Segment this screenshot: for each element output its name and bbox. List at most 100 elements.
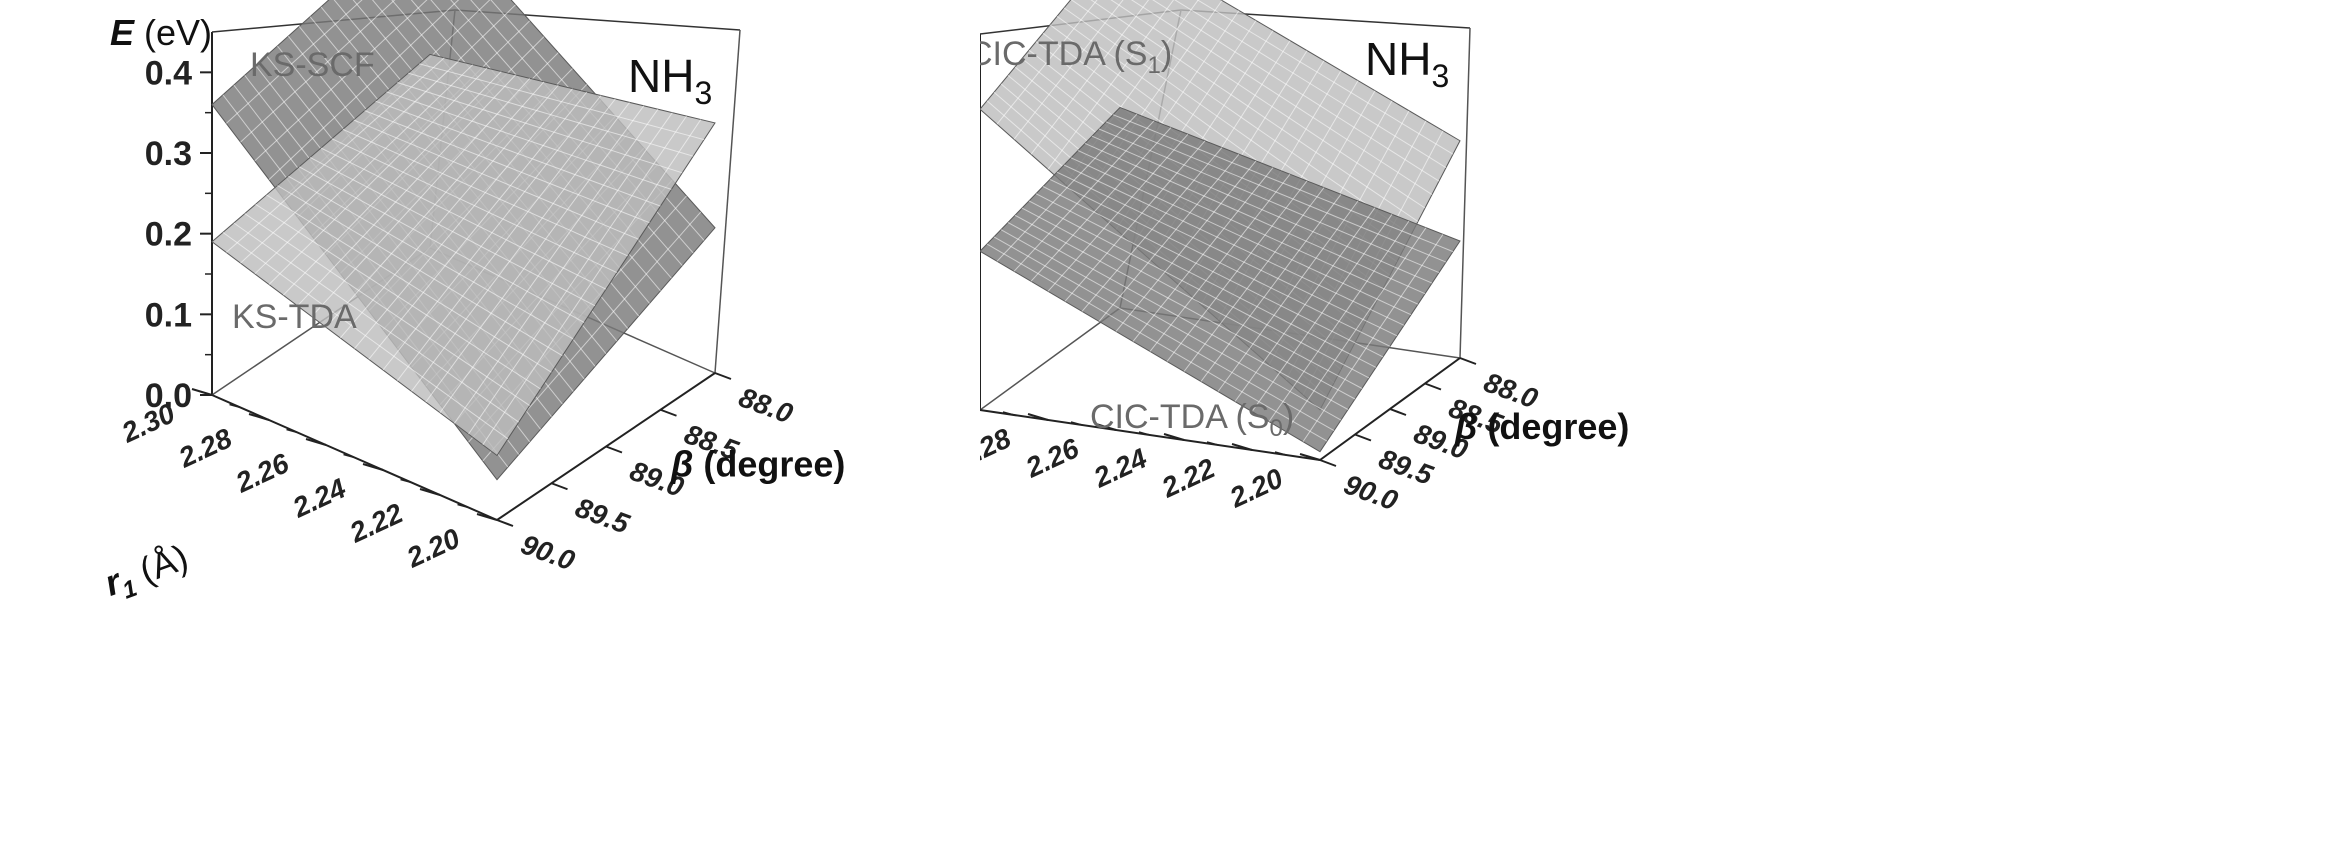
mesh-line xyxy=(425,105,645,403)
surface-2 xyxy=(211,53,716,457)
beta-tick xyxy=(496,519,514,527)
mesh-line xyxy=(1166,180,1308,362)
mesh-line xyxy=(1234,207,1376,402)
r-axis-label: r1 (Å) xyxy=(980,517,988,590)
r-minor-tick xyxy=(1070,421,1083,426)
mesh-line xyxy=(1112,114,1454,253)
surface-label-1: CIC-TDA (S1) xyxy=(980,35,1172,79)
r-tick xyxy=(305,438,327,446)
r-minor-tick xyxy=(457,503,469,509)
mesh-line xyxy=(1084,142,1426,295)
mesh-line xyxy=(1049,178,1391,347)
beta-tick-label: 90.0 xyxy=(517,529,579,577)
r-minor-tick xyxy=(286,428,298,434)
mesh-line xyxy=(1110,0,1426,209)
right-panel-plot: 0.00.10.20.30.42.302.282.262.242.222.208… xyxy=(980,0,1629,590)
mesh-line xyxy=(1174,0,1447,169)
mesh-line xyxy=(411,102,630,392)
mesh-line xyxy=(396,98,616,382)
r-axis-label: r1 (Å) xyxy=(99,536,195,609)
mesh-line xyxy=(1285,227,1427,432)
mesh-line xyxy=(468,115,687,435)
r-minor-tick xyxy=(1206,441,1219,446)
r-tick xyxy=(248,413,270,421)
r-tick-label: 2.26 xyxy=(1020,432,1084,484)
surface-fill-2 xyxy=(980,106,1461,453)
mesh-line xyxy=(408,72,694,157)
mesh-line xyxy=(1268,220,1410,422)
r-tick xyxy=(1299,453,1321,461)
beta-axis-label: β (degree) xyxy=(670,444,845,485)
mesh-line xyxy=(1090,0,1419,222)
r-tick-label: 2.20 xyxy=(401,522,465,574)
mesh-line xyxy=(368,91,588,360)
mesh-line xyxy=(1105,121,1447,263)
beta-tick xyxy=(660,408,677,417)
r-tick xyxy=(419,488,441,496)
r-tick xyxy=(1027,413,1049,421)
r-tick xyxy=(1163,433,1185,441)
box-right-edge xyxy=(714,29,741,374)
r-tick-label: 2.24 xyxy=(287,472,351,524)
beta-tick xyxy=(1459,357,1477,365)
r-tick-label: 2.22 xyxy=(1156,452,1220,504)
beta-tick xyxy=(1424,382,1442,391)
mesh-line xyxy=(453,112,673,424)
r-minor-tick xyxy=(343,453,355,459)
surface-label-2: CIC-TDA (S0) xyxy=(1090,398,1294,442)
r-tick xyxy=(476,513,498,521)
mesh-line xyxy=(331,138,618,274)
mesh-line xyxy=(1130,0,1433,196)
mesh-line xyxy=(353,119,639,240)
r-tick xyxy=(1095,423,1117,431)
mesh-line xyxy=(418,63,705,141)
r-minor-tick xyxy=(400,478,412,484)
mesh-line xyxy=(386,91,672,190)
z-tick-label: 0.0 xyxy=(145,377,192,415)
beta-tick xyxy=(714,372,732,380)
z-tick-label: 0.4 xyxy=(145,54,192,92)
mesh-line xyxy=(397,82,683,174)
mesh-line xyxy=(1302,234,1444,442)
r-tick-label: 2.28 xyxy=(173,422,237,474)
surface-fill-2 xyxy=(211,53,716,457)
box-floor-back-edge xyxy=(980,307,1121,411)
box-right-edge xyxy=(1459,27,1471,359)
mesh-line xyxy=(482,119,702,446)
beta-tick xyxy=(551,482,568,491)
r-tick xyxy=(1231,443,1253,451)
mesh-line xyxy=(1091,135,1433,284)
molecule-label: NH3 xyxy=(628,50,712,111)
beta-tick xyxy=(1319,459,1337,467)
molecule-label: NH3 xyxy=(1365,33,1449,94)
r-minor-tick xyxy=(229,403,241,409)
mesh-line xyxy=(1056,171,1398,337)
surface-label-2: KS-TDA xyxy=(232,298,357,336)
r-tick-label: 2.24 xyxy=(1088,442,1152,494)
beta-tick-label: 88.0 xyxy=(735,382,797,430)
r-minor-tick xyxy=(1274,451,1287,456)
mesh-line xyxy=(1196,0,1454,155)
mesh-line xyxy=(1183,187,1325,372)
beta-tick xyxy=(605,445,623,454)
r-tick-label: 2.20 xyxy=(1224,462,1288,514)
mesh-line xyxy=(1070,0,1412,236)
mesh-line xyxy=(1217,200,1359,392)
r-tick-label: 2.26 xyxy=(230,447,294,499)
mesh-line xyxy=(342,128,629,257)
mesh-line xyxy=(1063,164,1405,326)
mesh-line xyxy=(439,108,659,413)
surface-label-1: KS-SCF xyxy=(250,46,375,84)
mesh-line xyxy=(364,110,650,224)
z-axis-label: E (eV) xyxy=(110,12,212,53)
mesh-line xyxy=(1251,214,1393,412)
r-minor-tick xyxy=(1002,411,1015,416)
beta-tick xyxy=(1354,433,1372,442)
r-tick xyxy=(191,388,213,396)
mesh-line xyxy=(1098,128,1440,274)
r-minor-tick xyxy=(1138,431,1151,436)
r-tick-label: 2.22 xyxy=(344,497,408,549)
beta-axis-label: β (degree) xyxy=(1454,406,1629,447)
mesh-line xyxy=(1070,157,1412,316)
r-tick xyxy=(362,463,384,471)
